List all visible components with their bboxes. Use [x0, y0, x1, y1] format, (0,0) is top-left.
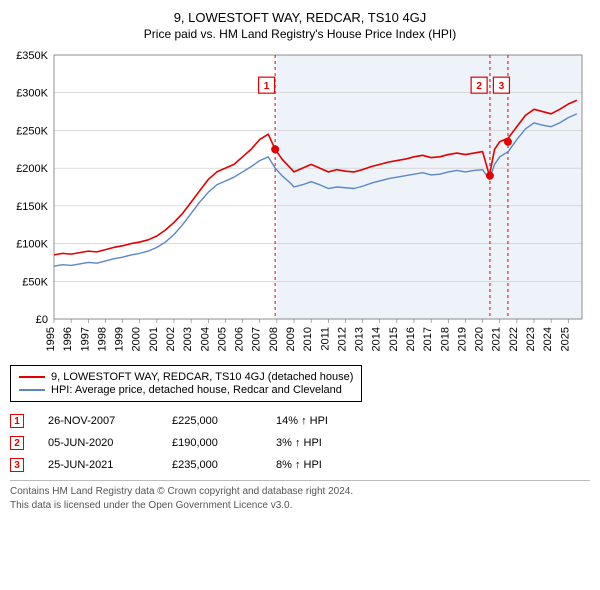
svg-text:2021: 2021	[491, 327, 503, 351]
svg-text:2019: 2019	[456, 327, 468, 351]
event-price: £225,000	[172, 415, 252, 427]
footer-line: Contains HM Land Registry data © Crown c…	[10, 485, 590, 499]
chart-subtitle: Price paid vs. HM Land Registry's House …	[10, 27, 590, 41]
svg-text:£350K: £350K	[16, 50, 48, 62]
svg-text:2005: 2005	[216, 327, 228, 351]
svg-text:1998: 1998	[96, 327, 108, 351]
event-date: 05-JUN-2020	[48, 437, 148, 449]
svg-text:2015: 2015	[388, 327, 400, 351]
svg-text:2024: 2024	[542, 327, 554, 351]
event-price: £235,000	[172, 459, 252, 471]
svg-text:2003: 2003	[182, 327, 194, 351]
event-hpi: 14% ↑ HPI	[276, 415, 356, 427]
svg-text:2016: 2016	[405, 327, 417, 351]
svg-text:2006: 2006	[234, 327, 246, 351]
event-badge: 3	[10, 458, 24, 472]
event-date: 26-NOV-2007	[48, 415, 148, 427]
svg-text:2008: 2008	[268, 327, 280, 351]
svg-text:2012: 2012	[336, 327, 348, 351]
svg-text:1999: 1999	[114, 327, 126, 351]
svg-text:2000: 2000	[131, 327, 143, 351]
svg-text:£100K: £100K	[16, 239, 48, 251]
chart-title: 9, LOWESTOFT WAY, REDCAR, TS10 4GJ	[10, 10, 590, 25]
event-hpi: 8% ↑ HPI	[276, 459, 356, 471]
attribution-footer: Contains HM Land Registry data © Crown c…	[10, 480, 590, 512]
svg-text:£150K: £150K	[16, 201, 48, 213]
event-price: £190,000	[172, 437, 252, 449]
svg-text:£200K: £200K	[16, 163, 48, 175]
svg-text:£250K: £250K	[16, 125, 48, 137]
svg-text:1997: 1997	[79, 327, 91, 351]
event-row: 1 26-NOV-2007 £225,000 14% ↑ HPI	[10, 414, 590, 428]
svg-text:2004: 2004	[199, 327, 211, 351]
event-badge: 2	[10, 436, 24, 450]
svg-text:2: 2	[476, 81, 482, 92]
svg-text:2023: 2023	[525, 327, 537, 351]
svg-text:2010: 2010	[302, 327, 314, 351]
event-row: 2 05-JUN-2020 £190,000 3% ↑ HPI	[10, 436, 590, 450]
svg-text:2013: 2013	[354, 327, 366, 351]
svg-text:2017: 2017	[422, 327, 434, 351]
legend: 9, LOWESTOFT WAY, REDCAR, TS10 4GJ (deta…	[10, 365, 362, 402]
svg-text:2020: 2020	[474, 327, 486, 351]
legend-row: HPI: Average price, detached house, Redc…	[19, 384, 353, 396]
svg-text:1996: 1996	[62, 327, 74, 351]
svg-text:2014: 2014	[371, 327, 383, 351]
event-hpi: 3% ↑ HPI	[276, 437, 356, 449]
legend-row: 9, LOWESTOFT WAY, REDCAR, TS10 4GJ (deta…	[19, 371, 353, 383]
svg-text:1: 1	[264, 81, 270, 92]
svg-text:3: 3	[499, 81, 505, 92]
legend-swatch	[19, 389, 45, 391]
line-chart-svg: £0 £50K £100K £150K £200K £250K £300K £350K 1995…	[10, 49, 590, 359]
svg-text:£50K: £50K	[22, 276, 48, 288]
chart-container: 9, LOWESTOFT WAY, REDCAR, TS10 4GJ Price…	[0, 0, 600, 520]
svg-text:£0: £0	[36, 314, 48, 326]
svg-text:2001: 2001	[148, 327, 160, 351]
legend-swatch	[19, 376, 45, 378]
svg-text:2007: 2007	[251, 327, 263, 351]
svg-text:2022: 2022	[508, 327, 520, 351]
svg-text:2018: 2018	[439, 327, 451, 351]
event-row: 3 25-JUN-2021 £235,000 8% ↑ HPI	[10, 458, 590, 472]
svg-text:1995: 1995	[45, 327, 57, 351]
svg-text:2011: 2011	[319, 327, 331, 351]
legend-label: HPI: Average price, detached house, Redc…	[51, 384, 342, 396]
event-badge: 1	[10, 414, 24, 428]
event-date: 25-JUN-2021	[48, 459, 148, 471]
chart-area: £0 £50K £100K £150K £200K £250K £300K £350K 1995…	[10, 49, 590, 359]
svg-text:2009: 2009	[285, 327, 297, 351]
footer-line: This data is licensed under the Open Gov…	[10, 499, 590, 513]
event-table: 1 26-NOV-2007 £225,000 14% ↑ HPI 2 05-JUN-202…	[10, 414, 590, 472]
svg-text:2025: 2025	[559, 327, 571, 351]
svg-text:2002: 2002	[165, 327, 177, 351]
svg-text:£300K: £300K	[16, 88, 48, 100]
legend-label: 9, LOWESTOFT WAY, REDCAR, TS10 4GJ (deta…	[51, 371, 353, 383]
